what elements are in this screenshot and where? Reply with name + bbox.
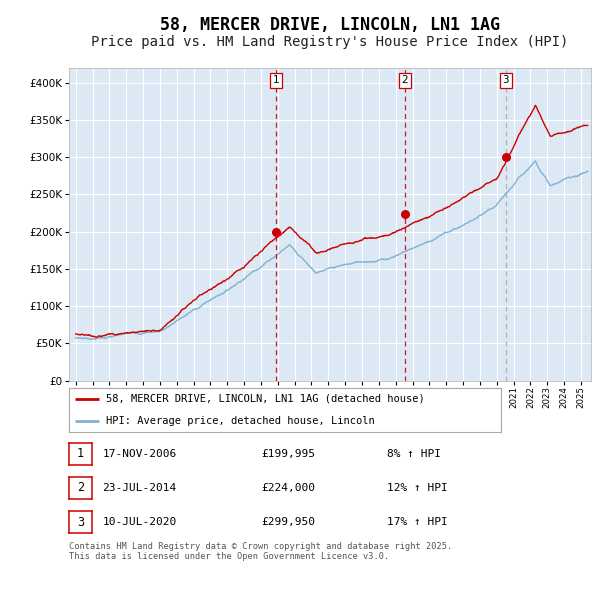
Text: £199,995: £199,995 [261, 449, 315, 458]
Text: £299,950: £299,950 [261, 517, 315, 527]
Text: 12% ↑ HPI: 12% ↑ HPI [387, 483, 448, 493]
Text: 17% ↑ HPI: 17% ↑ HPI [387, 517, 448, 527]
Text: 2: 2 [77, 481, 84, 494]
Text: 10-JUL-2020: 10-JUL-2020 [103, 517, 177, 527]
Text: 8% ↑ HPI: 8% ↑ HPI [387, 449, 441, 458]
Text: 23-JUL-2014: 23-JUL-2014 [103, 483, 177, 493]
Text: Price paid vs. HM Land Registry's House Price Index (HPI): Price paid vs. HM Land Registry's House … [91, 35, 569, 50]
Text: 1: 1 [77, 447, 84, 460]
Text: 3: 3 [77, 516, 84, 529]
Text: £224,000: £224,000 [261, 483, 315, 493]
Text: Contains HM Land Registry data © Crown copyright and database right 2025.
This d: Contains HM Land Registry data © Crown c… [69, 542, 452, 561]
Text: 3: 3 [502, 76, 509, 86]
Text: 58, MERCER DRIVE, LINCOLN, LN1 1AG (detached house): 58, MERCER DRIVE, LINCOLN, LN1 1AG (deta… [106, 394, 424, 404]
Text: 17-NOV-2006: 17-NOV-2006 [103, 449, 177, 458]
Text: 58, MERCER DRIVE, LINCOLN, LN1 1AG: 58, MERCER DRIVE, LINCOLN, LN1 1AG [160, 17, 500, 34]
Text: 2: 2 [401, 76, 408, 86]
Text: HPI: Average price, detached house, Lincoln: HPI: Average price, detached house, Linc… [106, 416, 374, 426]
Text: 1: 1 [272, 76, 279, 86]
